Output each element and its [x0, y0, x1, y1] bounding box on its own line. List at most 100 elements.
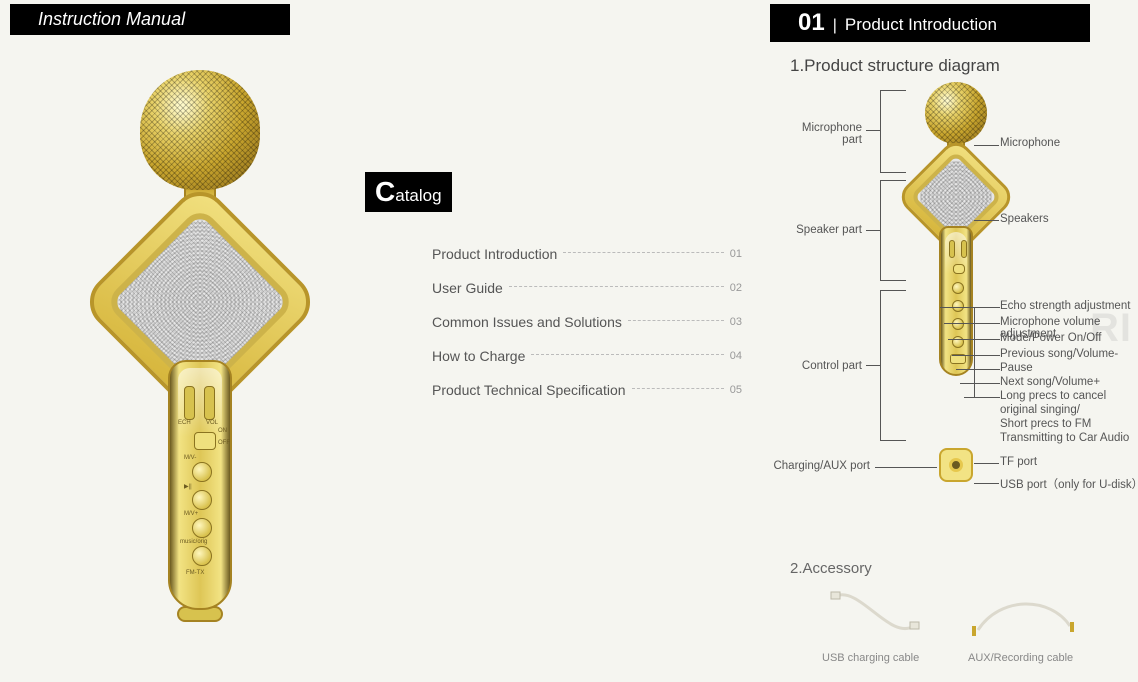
- label-mode: music/orig: [180, 539, 207, 545]
- callout-line: [974, 483, 999, 484]
- play-button-icon: [192, 490, 212, 510]
- label-fm: FM-TX: [186, 570, 204, 576]
- catalog-label: Common Issues and Solutions: [432, 314, 622, 330]
- prev-button-icon: [192, 462, 212, 482]
- bracket-line: [866, 130, 881, 131]
- label-aux-port: Charging/AUX port: [762, 460, 870, 472]
- catalog-row: Product Introduction 01: [432, 246, 742, 262]
- leader-dots: [509, 286, 724, 287]
- bracket-line: [866, 230, 881, 231]
- port-base-icon: [939, 448, 973, 482]
- bracket-line: [880, 280, 906, 281]
- catalog-row: How to Charge 04: [432, 348, 742, 364]
- mic-head-icon: [140, 70, 260, 190]
- left-banner: Instruction Manual: [10, 4, 290, 35]
- mode-button-icon: [192, 546, 212, 566]
- bracket-line: [880, 172, 906, 173]
- callout-next: Next song/Volume+: [1000, 376, 1100, 388]
- section-title: Product Introduction: [845, 15, 997, 35]
- callout-line: [974, 145, 999, 146]
- label-off: OFF: [218, 440, 230, 446]
- callout-line: [960, 383, 1000, 384]
- callout-original: original singing/: [1000, 404, 1080, 416]
- callout-line: [974, 463, 999, 464]
- callout-line: [948, 339, 1000, 340]
- power-switch-icon: [194, 432, 216, 450]
- microphone-small-illustration: [910, 82, 1002, 442]
- power-switch-icon: [953, 264, 965, 274]
- section-divider: |: [833, 17, 837, 35]
- echo-slider-icon: [949, 240, 955, 258]
- leader-dots: [563, 252, 723, 253]
- catalog-page: 01: [730, 248, 742, 260]
- leader-dots: [632, 388, 724, 389]
- bracket-line: [880, 90, 906, 91]
- microphone-large-illustration: ECH VOL ON OFF M/V- ▶|| M/V+ music/orig …: [110, 70, 290, 660]
- catalog-row: User Guide 02: [432, 280, 742, 296]
- callout-line: [952, 355, 1000, 356]
- label-prev: M/V-: [184, 455, 196, 461]
- label-control-part: Control part: [780, 360, 862, 372]
- watermark-text: RI: [1090, 306, 1132, 351]
- bracket-line: [866, 365, 881, 366]
- catalog-list: Product Introduction 01 User Guide 02 Co…: [432, 228, 742, 416]
- mic-head-icon: [925, 82, 987, 144]
- catalog-row: Product Technical Specification 05: [432, 382, 742, 398]
- callout-line: [974, 220, 999, 221]
- callout-pause: Pause: [1000, 362, 1033, 374]
- bracket-line: [880, 440, 906, 441]
- section-number: 01: [798, 9, 825, 37]
- bracket-line: [880, 290, 906, 291]
- volume-slider-icon: [961, 240, 967, 258]
- label-usb-cable: USB charging cable: [822, 652, 919, 664]
- catalog-label: User Guide: [432, 280, 503, 296]
- callout-line: [964, 397, 1000, 398]
- catalog-page: 04: [730, 350, 742, 362]
- catalog-page: 05: [730, 384, 742, 396]
- catalog-page: 02: [730, 282, 742, 294]
- prev-button-icon: [952, 282, 964, 294]
- label-on: ON: [218, 428, 227, 434]
- catalog-heading-c: C: [375, 176, 395, 207]
- catalog-label: How to Charge: [432, 348, 525, 364]
- label-mic-part: Microphone part: [780, 122, 862, 146]
- callout-tf-port: TF port: [1000, 456, 1037, 468]
- callout-line: [956, 369, 1000, 370]
- catalog-page: 03: [730, 316, 742, 328]
- aux-cable-icon: [970, 586, 1080, 642]
- left-banner-title: Instruction Manual: [38, 9, 185, 29]
- volume-slider-icon: [204, 386, 215, 420]
- label-speaker-part: Speaker part: [780, 224, 862, 236]
- catalog-label: Product Technical Specification: [432, 382, 626, 398]
- label-ech: ECH: [178, 420, 191, 426]
- label-aux-cable: AUX/Recording cable: [968, 652, 1073, 664]
- mode-button-icon: [952, 336, 964, 348]
- mic-handle: ECH VOL ON OFF M/V- ▶|| M/V+ music/orig …: [168, 360, 232, 610]
- leader-dots: [628, 320, 724, 321]
- structure-heading: 1.Product structure diagram: [790, 56, 1000, 76]
- callout-car-audio: Transmitting to Car Audio: [1000, 432, 1129, 444]
- callout-mode: Mode/Power On/Off: [1000, 332, 1101, 344]
- play-button-icon: [952, 300, 964, 312]
- catalog-label: Product Introduction: [432, 246, 557, 262]
- bracket-line: [880, 90, 881, 172]
- bracket-line: [880, 180, 906, 181]
- right-banner: 01 | Product Introduction: [770, 4, 1090, 42]
- catalog-heading: Catalog: [365, 172, 452, 212]
- catalog-heading-rest: atalog: [395, 186, 441, 205]
- callout-shortpress: Short precs to FM: [1000, 418, 1091, 430]
- callout-microphone: Microphone: [1000, 137, 1060, 149]
- label-play: ▶||: [184, 483, 192, 490]
- callout-longpress: Long precs to cancel: [1000, 390, 1106, 402]
- echo-slider-icon: [184, 386, 195, 420]
- next-button-icon: [952, 318, 964, 330]
- callout-line: [875, 467, 937, 468]
- label-next: M/V+: [184, 511, 198, 517]
- label-vol: VOL: [206, 420, 218, 426]
- catalog-row: Common Issues and Solutions 03: [432, 314, 742, 330]
- usb-cable-icon: [830, 586, 920, 642]
- callout-speakers: Speakers: [1000, 213, 1049, 225]
- callout-usb-port: USB port（only for U-disk）: [1000, 476, 1138, 492]
- leader-dots: [531, 354, 723, 355]
- accessory-heading: 2.Accessory: [790, 560, 872, 577]
